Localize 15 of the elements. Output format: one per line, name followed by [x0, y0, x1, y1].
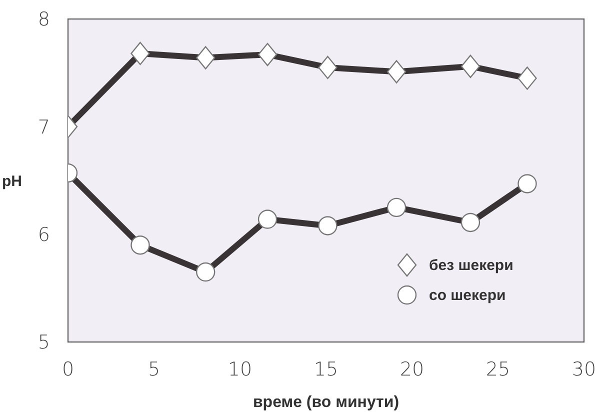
x-tick-label: 30 — [572, 358, 595, 380]
y-axis-title: pH — [2, 172, 22, 190]
x-tick-label: 0 — [62, 358, 74, 380]
x-tick-label: 10 — [228, 358, 252, 380]
x-tick-label: 20 — [400, 358, 424, 380]
legend-label: без шекери — [429, 256, 514, 274]
y-tick-label: 6 — [38, 224, 50, 246]
y-tick-label: 5 — [38, 332, 50, 354]
x-tick-label: 25 — [486, 358, 510, 380]
x-tick-label: 5 — [148, 358, 160, 380]
x-tick-label: 15 — [314, 358, 338, 380]
y-tick-label: 8 — [38, 8, 50, 31]
x-axis-title: време (во минути) — [252, 394, 400, 411]
legend-label: со шекери — [429, 286, 506, 304]
y-tick-label: 7 — [38, 116, 50, 138]
